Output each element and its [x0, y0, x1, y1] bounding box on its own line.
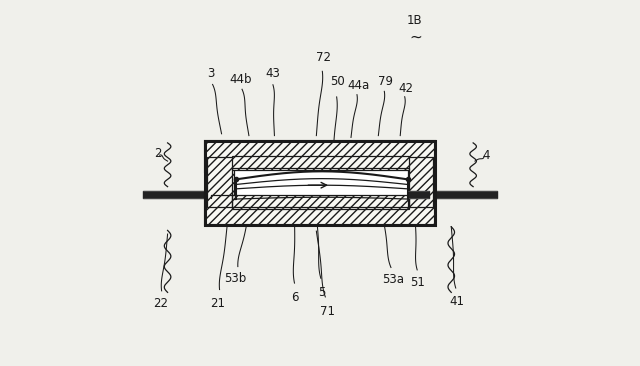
Text: 5: 5	[318, 286, 326, 299]
Bar	[205, 141, 435, 225]
Bar	[232, 156, 410, 170]
Text: 79: 79	[378, 75, 393, 88]
Bar	[207, 157, 234, 207]
Text: 53a: 53a	[382, 273, 404, 286]
Bar	[232, 195, 410, 209]
Text: 1B: 1B	[407, 14, 422, 27]
Bar	[205, 141, 435, 172]
Text: 43: 43	[265, 67, 280, 80]
Text: 50: 50	[330, 75, 345, 88]
Text: 42: 42	[398, 82, 413, 95]
Text: 44a: 44a	[347, 79, 369, 92]
Text: 22: 22	[153, 297, 168, 310]
Text: 44b: 44b	[229, 72, 252, 86]
Text: 53b: 53b	[224, 272, 246, 285]
Text: 21: 21	[211, 297, 225, 310]
Text: 72: 72	[316, 51, 331, 64]
Bar	[205, 194, 435, 225]
Text: 3: 3	[207, 67, 214, 80]
Bar	[232, 168, 410, 207]
Bar	[408, 157, 433, 207]
Text: 51: 51	[410, 276, 425, 289]
Text: ~: ~	[409, 30, 422, 45]
Bar	[232, 168, 410, 207]
Text: 6: 6	[291, 291, 298, 305]
Text: 2: 2	[154, 147, 161, 160]
Text: 41: 41	[449, 295, 464, 308]
Text: 4: 4	[482, 149, 490, 162]
Text: 71: 71	[320, 305, 335, 318]
